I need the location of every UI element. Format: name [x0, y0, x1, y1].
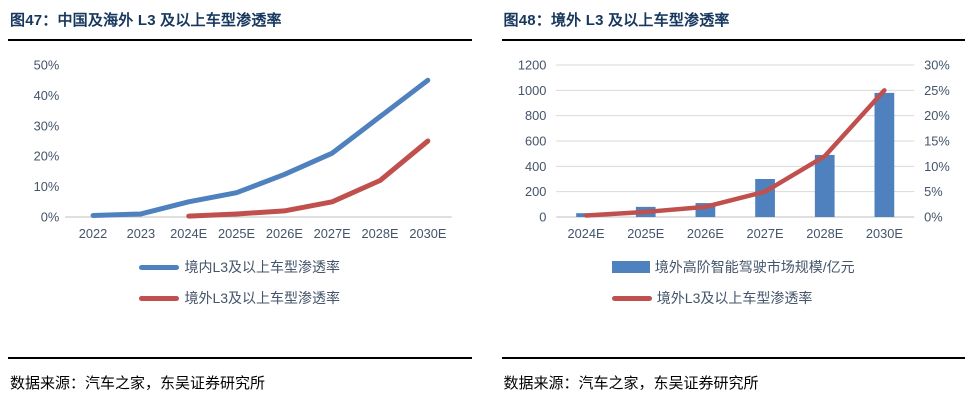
svg-text:2024E: 2024E [567, 226, 604, 241]
blue-bar-marker [611, 261, 650, 273]
svg-text:25%: 25% [924, 83, 950, 98]
legend-label: 境内L3及以上车型渗透率 [184, 259, 341, 275]
svg-text:800: 800 [524, 108, 545, 123]
svg-text:200: 200 [524, 184, 545, 199]
svg-text:10%: 10% [34, 179, 60, 194]
svg-text:5%: 5% [924, 184, 943, 199]
svg-text:2026E: 2026E [266, 226, 303, 241]
figure48-title: 图48：境外 L3 及以上车型渗透率 [503, 12, 730, 29]
svg-text:0%: 0% [924, 209, 943, 224]
red-line-marker [139, 295, 180, 301]
svg-text:30%: 30% [34, 118, 60, 133]
figure47-line-chart: 0% 10% 20% 30% 40% 50% 2022 2023 2024E 2025E 2026E… [34, 57, 452, 241]
red-line-marker [611, 295, 652, 301]
svg-text:10%: 10% [924, 159, 950, 174]
svg-text:2028E: 2028E [806, 226, 843, 241]
figure48-data-source: 数据来源：汽车之家，东吴证券研究所 [503, 375, 759, 392]
legend-label: 境外L3及以上车型渗透率 [656, 290, 813, 306]
blue-line-marker [139, 264, 180, 270]
svg-text:0%: 0% [41, 209, 60, 224]
svg-text:1000: 1000 [517, 83, 546, 98]
svg-text:2025E: 2025E [627, 226, 664, 241]
svg-text:0: 0 [539, 209, 546, 224]
svg-text:2027E: 2027E [746, 226, 783, 241]
svg-text:20%: 20% [924, 108, 950, 123]
svg-text:2024E: 2024E [170, 226, 207, 241]
svg-text:2030E: 2030E [409, 226, 446, 241]
svg-text:2022: 2022 [79, 226, 108, 241]
legend-label: 境外L3及以上车型渗透率 [184, 290, 341, 306]
svg-text:30%: 30% [924, 57, 950, 72]
figure47-title-divider [8, 39, 472, 41]
svg-text:2023: 2023 [127, 226, 156, 241]
svg-text:2030E: 2030E [865, 226, 902, 241]
legend-item-domestic-penetration: 境内L3及以上车型渗透率 [139, 257, 340, 277]
svg-text:15%: 15% [924, 133, 950, 148]
svg-text:20%: 20% [34, 149, 60, 164]
svg-text:2028E: 2028E [361, 226, 398, 241]
figure48-legend: 境外高阶智能驾驶市场规模/亿元 境外L3及以上车型渗透率 [611, 257, 855, 308]
svg-text:2026E: 2026E [686, 226, 723, 241]
panel-figure-48: 图48：境外 L3 及以上车型渗透率 0 200 400 600 800 1000 1200… [501, 6, 965, 393]
svg-text:40%: 40% [34, 88, 60, 103]
figure48-footer-divider [501, 357, 965, 359]
svg-text:50%: 50% [34, 57, 60, 72]
panel-figure-47: 图47：中国及海外 L3 及以上车型渗透率 0% 10% 20% 30% 40% 50% 2… [8, 6, 472, 393]
legend-label: 境外高阶智能驾驶市场规模/亿元 [654, 259, 855, 275]
svg-text:400: 400 [524, 159, 545, 174]
legend-item-overseas-penetration: 境外L3及以上车型渗透率 [611, 288, 813, 308]
figure47-legend: 境内L3及以上车型渗透率 境外L3及以上车型渗透率 [139, 257, 340, 308]
svg-text:1200: 1200 [517, 57, 546, 72]
figure48-title-divider [501, 39, 965, 41]
svg-text:600: 600 [524, 133, 545, 148]
figure47-data-source: 数据来源：汽车之家，东吴证券研究所 [10, 375, 266, 392]
legend-item-market-size: 境外高阶智能驾驶市场规模/亿元 [611, 257, 855, 277]
legend-item-overseas-penetration: 境外L3及以上车型渗透率 [139, 288, 340, 308]
figure47-footer-divider [8, 357, 472, 359]
figure47-title: 图47：中国及海外 L3 及以上车型渗透率 [10, 12, 282, 29]
svg-text:2027E: 2027E [314, 226, 351, 241]
svg-text:2025E: 2025E [218, 226, 255, 241]
figure48-combo-chart: 0 200 400 600 800 1000 1200 0% 5% 10% 15% 20% 25% 30%… [517, 57, 950, 241]
